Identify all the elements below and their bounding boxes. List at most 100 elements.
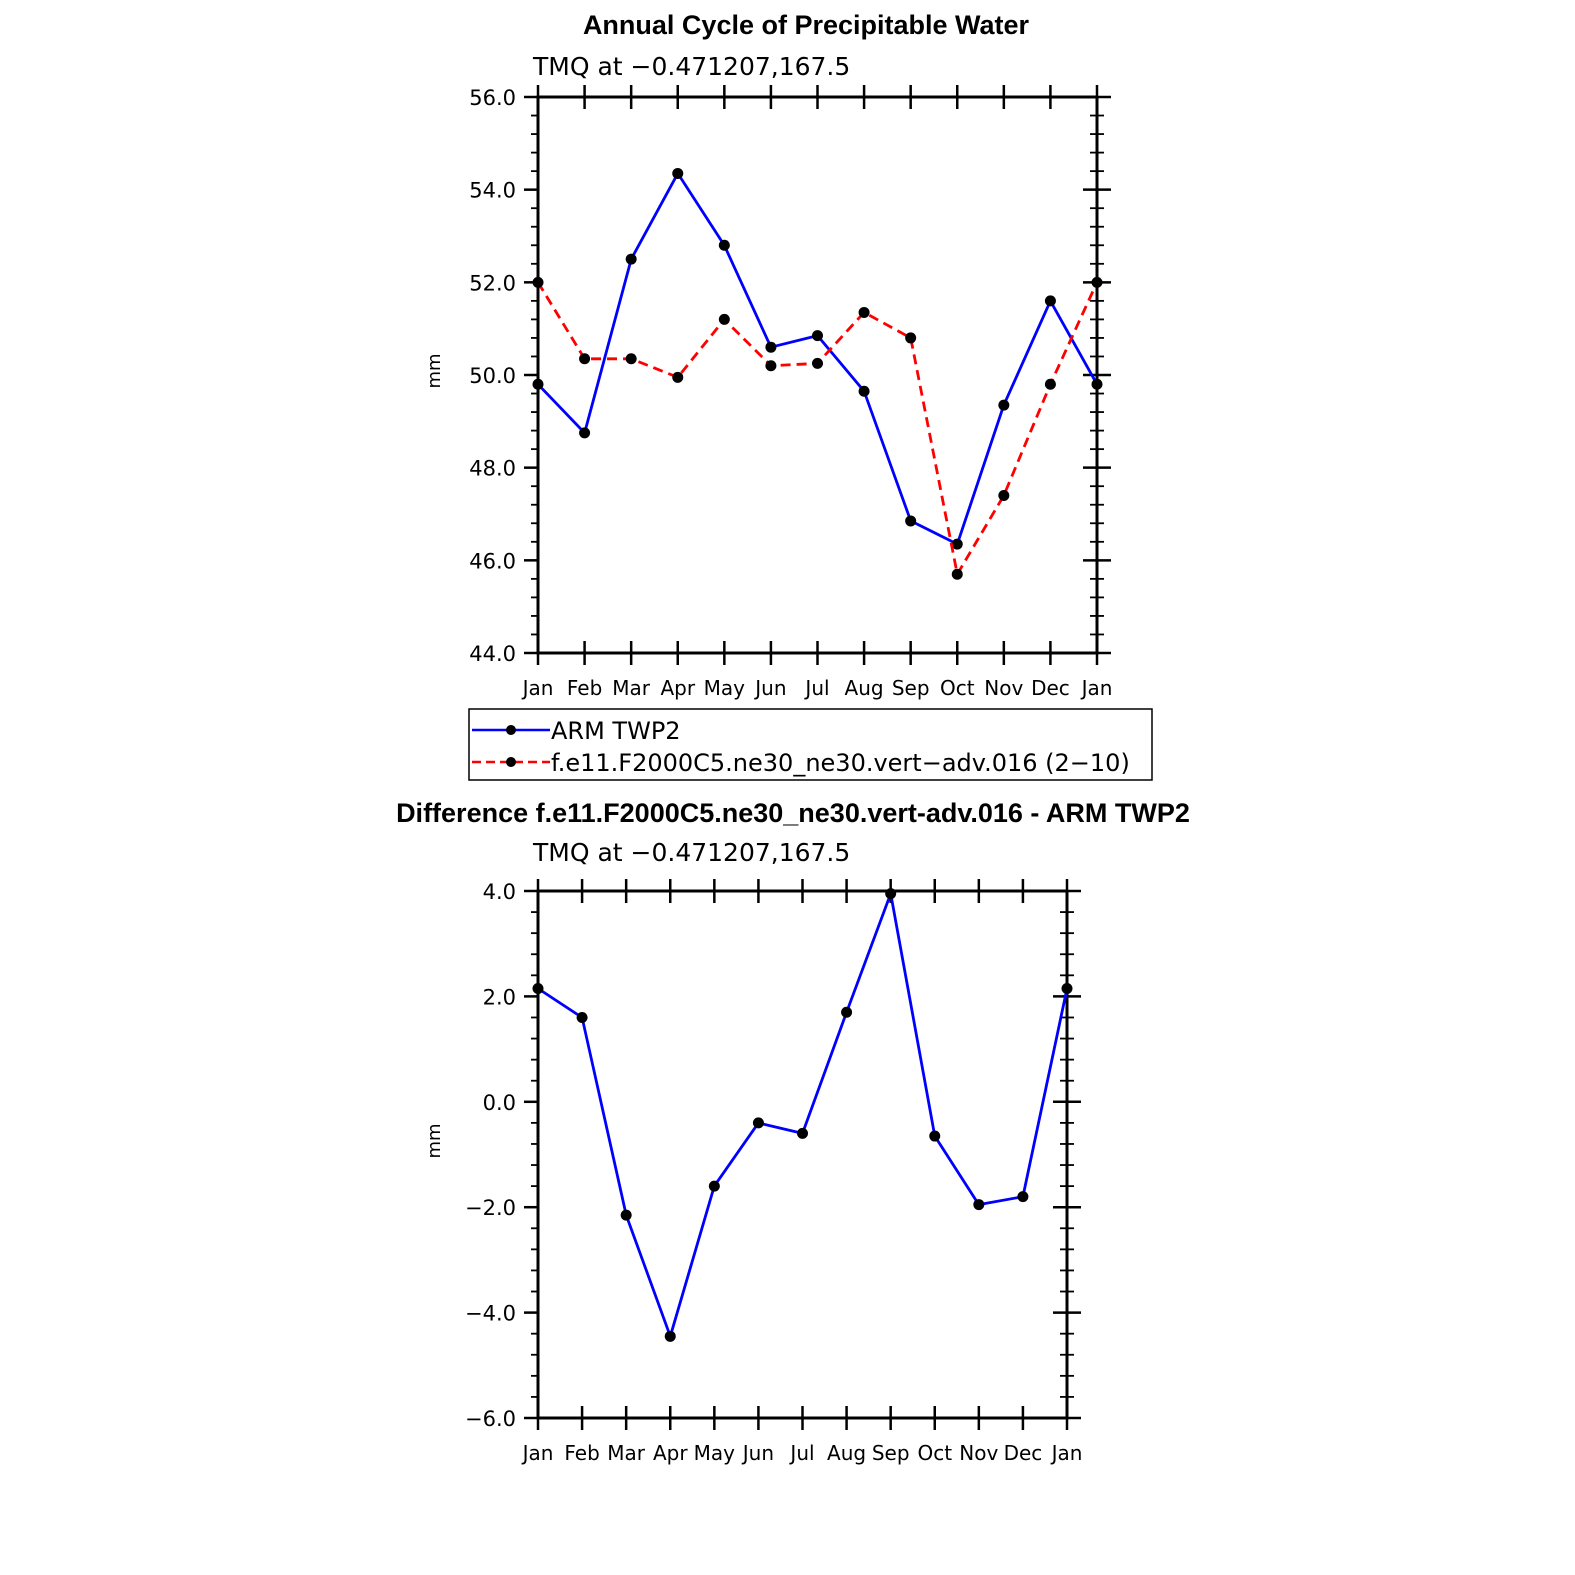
chart-title: Annual Cycle of Precipitable Water [583,10,1030,40]
y-tick-label: −6.0 [465,1407,516,1431]
data-point-0 [998,399,1010,411]
data-point-0 [532,378,544,390]
x-tick-label: Jul [803,676,829,700]
x-tick-label: Jan [1080,676,1113,700]
axis-ticks: 44.0 46.0 48.0 50.0 52.0 54.0 56.0 Jan Feb Mar Apr… [469,85,1112,700]
x-tick-label: Apr [660,676,695,700]
data-point-1 [951,568,963,580]
data-point-0 [858,385,870,397]
data-point-0 [1091,378,1103,390]
x-tick-label: Jun [753,676,786,700]
legend-label-model: f.e11.F2000C5.ne30_ne30.vert−adv.016 (2−… [551,749,1130,777]
data-point-1 [765,360,777,372]
x-tick-label: Mar [612,676,651,700]
data-point-0 [885,888,897,900]
series-line-1 [536,281,1099,576]
legend-box [468,708,1153,781]
data-point-1 [812,357,823,369]
legend-marker-model [506,757,516,767]
data-point-0 [576,1011,588,1023]
x-tick-label: Jan [521,1441,554,1465]
data-point-0 [532,982,544,994]
x-tick-label: Aug [827,1441,866,1465]
y-axis-label: mm [424,353,445,388]
x-tick-label: Jan [1050,1441,1083,1465]
plot-frame [536,95,1099,655]
data-point-0 [1061,982,1073,994]
x-tick-label: Sep [872,1441,910,1465]
x-tick-label: Dec [1031,676,1070,700]
chart-title: Difference f.e11.F2000C5.ne30_ne30.vert-… [396,798,1190,828]
data-point-1 [858,306,870,318]
y-tick-label: 56.0 [469,86,516,110]
difference-chart: Difference f.e11.F2000C5.ne30_ne30.vert-… [396,798,1190,1465]
y-tick-label: −4.0 [465,1302,516,1326]
legend-label-arm-twp2: ARM TWP2 [551,717,681,745]
chart-subtitle: TMQ at −0.471207,167.5 [532,838,850,867]
x-tick-label: Feb [567,676,602,700]
data-point-0 [672,167,684,179]
data-point-0 [625,253,637,265]
series-layer [532,167,1103,580]
chart-subtitle: TMQ at −0.471207,167.5 [532,52,850,81]
x-tick-label: Feb [564,1441,599,1465]
axis-ticks: −6.0 −4.0 −2.0 0.0 2.0 4.0 Jan Feb Mar Apr May Jun J… [465,879,1082,1465]
x-tick-label: Oct [917,1441,952,1465]
x-tick-label: May [704,676,746,700]
axes-frame [536,889,1069,1420]
x-tick-label: Jul [788,1441,814,1465]
y-tick-label: 48.0 [469,457,516,481]
y-tick-label: −2.0 [465,1196,516,1220]
x-tick-label: Aug [845,676,884,700]
y-axis-label: mm [424,1123,445,1158]
plot-frame [536,889,1069,1420]
legend: ARM TWP2 f.e11.F2000C5.ne30_ne30.vert−ad… [468,708,1153,781]
series-line-0 [537,892,1069,1338]
data-point-1 [998,489,1010,501]
x-tick-label: Mar [607,1441,646,1465]
data-point-0 [905,515,917,527]
annual-cycle-chart: Annual Cycle of Precipitable Water TMQ a… [424,10,1112,700]
data-point-0 [620,1209,632,1221]
x-tick-label: Oct [940,676,975,700]
data-point-1 [718,313,730,325]
x-tick-label: Nov [984,676,1023,700]
data-point-0 [1017,1191,1029,1203]
legend-entry-model: f.e11.F2000C5.ne30_ne30.vert−adv.016 (2−… [472,749,1130,777]
legend-marker-arm-twp2 [506,725,516,735]
data-point-0 [765,341,777,353]
x-tick-label: Jan [521,676,554,700]
y-tick-label: 50.0 [469,364,516,388]
y-tick-label: 0.0 [483,1091,516,1115]
x-tick-label: Dec [1004,1441,1043,1465]
data-point-1 [532,276,544,288]
data-point-1 [905,332,917,344]
data-point-1 [672,371,684,383]
y-tick-label: 52.0 [469,271,516,295]
data-point-0 [797,1127,808,1139]
data-point-0 [664,1330,676,1342]
x-tick-label: Jun [741,1441,774,1465]
x-tick-label: May [694,1441,736,1465]
x-tick-label: Nov [959,1441,998,1465]
y-tick-label: 46.0 [469,549,516,573]
y-tick-label: 44.0 [469,642,516,666]
data-point-0 [708,1180,720,1192]
legend-entry-arm-twp2: ARM TWP2 [472,717,681,745]
data-point-0 [579,427,591,439]
data-point-1 [579,353,591,365]
data-point-0 [973,1199,985,1211]
y-tick-label: 4.0 [483,880,516,904]
data-point-0 [929,1130,941,1142]
y-tick-label: 2.0 [483,985,516,1009]
series-layer [532,888,1073,1342]
data-point-1 [1091,276,1103,288]
x-tick-label: Apr [653,1441,688,1465]
data-point-1 [1044,378,1056,390]
data-point-0 [951,538,963,550]
data-point-0 [1044,295,1056,307]
axes-frame [536,95,1099,655]
data-point-0 [812,330,823,342]
data-point-0 [718,239,730,251]
